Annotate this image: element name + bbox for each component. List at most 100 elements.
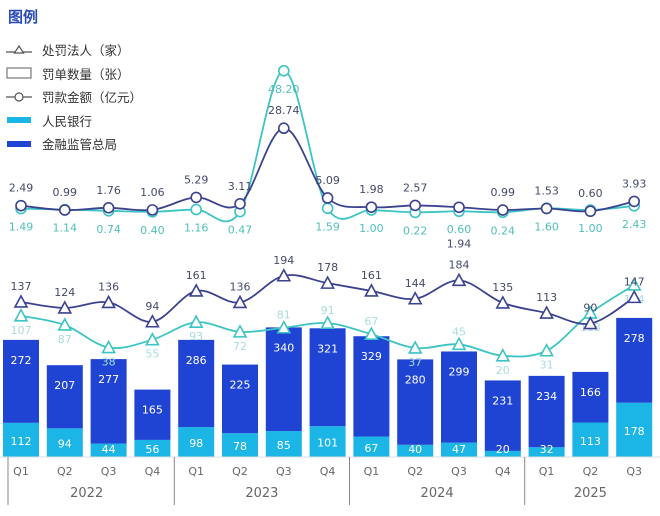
bar-label-nfra: 277	[98, 373, 119, 386]
fine-point-pboc	[277, 65, 290, 77]
fine-point-nfra	[496, 204, 509, 216]
fine-label-nfra: 5.29	[184, 173, 209, 186]
x-tick-label: Q3	[276, 465, 292, 478]
bar-label-pboc: 56	[145, 443, 159, 456]
fine-label-pboc: 0.74	[96, 223, 121, 236]
entities-point-pboc	[320, 315, 335, 329]
box-icon	[6, 67, 32, 79]
circle-line-icon	[6, 92, 32, 102]
bar-label-pboc: 112	[11, 435, 32, 448]
bar-pboc	[90, 443, 127, 457]
entities-label-pboc: 20	[496, 364, 510, 377]
bar-nfra	[46, 365, 83, 429]
legend-label: 金融监管总局	[42, 137, 118, 153]
entities-label-pboc: 45	[452, 325, 466, 338]
bar-label-pboc: 67	[364, 442, 378, 455]
x-tick-label: Q4	[320, 465, 336, 478]
bar-nfra	[309, 328, 346, 427]
fine-point-nfra	[321, 192, 334, 204]
bar-label-pboc: 113	[580, 435, 601, 448]
entities-point-nfra	[583, 315, 598, 330]
bar-pboc	[3, 422, 39, 457]
bar-label-nfra: 340	[273, 341, 294, 354]
x-tick-label: Q2	[57, 465, 73, 478]
entities-label-nfra: 113	[536, 291, 557, 304]
bar-label-nfra: 207	[54, 379, 75, 392]
bar-pboc	[572, 422, 609, 457]
bar-nfra	[572, 371, 609, 423]
entities-point-pboc	[57, 317, 73, 331]
fine-label-nfra: 2.49	[9, 182, 34, 195]
legend-title: 图例	[8, 8, 39, 26]
entities-point-nfra	[276, 268, 292, 282]
bar-label-nfra: 234	[536, 390, 557, 403]
fine-point-nfra	[584, 205, 597, 218]
year-label: 2022	[70, 486, 103, 501]
bar-nfra	[616, 317, 653, 403]
x-tick-label: Q3	[101, 465, 117, 478]
fine-label-pboc: 0.24	[491, 224, 516, 237]
bar-pboc	[353, 436, 390, 457]
bar-label-pboc: 98	[189, 437, 203, 450]
year-label: 2023	[245, 486, 278, 501]
entities-label-pboc: 91	[321, 304, 335, 317]
fine-label-pboc: 1.14	[53, 222, 78, 235]
entities-label-nfra: 137	[11, 280, 32, 293]
entities-point-pboc	[101, 339, 116, 354]
legend-item-tickets: 罚单数量（张）	[6, 62, 142, 86]
entities-label-nfra: 194	[273, 254, 294, 267]
entities-label-pboc: 37	[408, 356, 422, 369]
x-tick-label: Q1	[364, 465, 380, 478]
fine-point-nfra	[146, 204, 159, 216]
entities-point-pboc	[232, 324, 248, 338]
bar-label-nfra: 286	[186, 354, 207, 367]
x-tick-label: Q3	[451, 465, 467, 478]
x-tick-label: Q4	[495, 465, 511, 478]
x-tick-label: Q1	[539, 465, 555, 478]
entities-point-pboc	[364, 326, 379, 340]
bar-label-nfra: 272	[11, 354, 32, 367]
x-tick-label: Q4	[145, 465, 161, 478]
fine-label-pboc: 1.00	[359, 222, 384, 235]
bar-label-pboc: 178	[624, 425, 645, 438]
bar-nfra	[397, 359, 434, 445]
fine-point-nfra	[59, 204, 71, 216]
fine-label-nfra: 1.53	[534, 184, 559, 197]
bar-pboc	[309, 426, 346, 457]
entities-label-pboc: 38	[102, 356, 116, 369]
fine-label-nfra: 2.57	[403, 181, 428, 194]
fine-point-pboc	[321, 202, 334, 215]
bar-label-pboc: 85	[277, 439, 291, 452]
pboc-swatch-icon	[7, 117, 31, 124]
bar-pboc	[484, 450, 521, 457]
bar-nfra	[353, 336, 390, 437]
entities-point-pboc	[495, 348, 511, 362]
fine-point-nfra	[365, 201, 378, 213]
x-tick-label: Q2	[583, 465, 599, 478]
bar-label-nfra: 225	[230, 379, 251, 392]
fine-line-nfra	[20, 127, 635, 213]
fine-label-pboc: 0.22	[403, 224, 428, 237]
entities-label-nfra: 136	[98, 280, 119, 293]
fine-label-pboc: 1.00	[578, 222, 603, 235]
fine-point-pboc	[190, 203, 202, 216]
entities-label-pboc: 107	[11, 324, 32, 337]
legend-label: 罚单数量（张）	[42, 66, 130, 82]
bar-pboc	[441, 442, 477, 457]
entities-label-nfra: 184	[449, 258, 470, 271]
entities-point-nfra	[101, 294, 116, 309]
entities-point-pboc	[13, 308, 29, 322]
entities-label-pboc: 31	[540, 359, 554, 372]
bar-pboc	[134, 439, 171, 457]
entities-point-nfra	[539, 305, 554, 319]
entities-label-pboc: 81	[277, 309, 291, 322]
fine-label-nfra: 3.11	[228, 180, 253, 193]
entities-label-nfra: 136	[230, 280, 251, 293]
legend-label: 处罚法人（家）	[42, 43, 130, 59]
entities-label-nfra: 147	[624, 275, 645, 288]
entities-point-nfra	[145, 314, 160, 328]
entities-label-pboc: 93	[189, 330, 203, 343]
bar-nfra	[484, 380, 521, 451]
legend-item-fines: 罚款金额（亿元）	[6, 85, 142, 109]
